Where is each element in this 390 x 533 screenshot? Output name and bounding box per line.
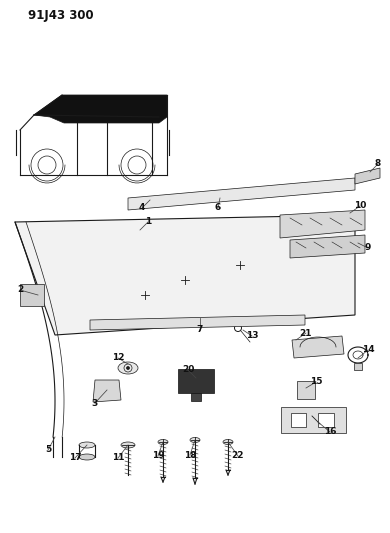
Polygon shape [354, 363, 362, 370]
Polygon shape [90, 315, 305, 330]
Polygon shape [191, 393, 201, 401]
Text: 20: 20 [182, 366, 194, 375]
Polygon shape [280, 210, 365, 238]
Polygon shape [291, 413, 306, 427]
Ellipse shape [158, 440, 168, 445]
Text: 18: 18 [184, 450, 196, 459]
Text: 1: 1 [145, 217, 151, 227]
Text: 2: 2 [17, 286, 23, 295]
Text: 14: 14 [362, 345, 374, 354]
Text: 12: 12 [112, 353, 124, 362]
Text: 3: 3 [92, 399, 98, 408]
Circle shape [126, 367, 129, 369]
Text: 22: 22 [232, 451, 244, 461]
Polygon shape [34, 95, 167, 123]
Text: 8: 8 [375, 159, 381, 168]
Polygon shape [355, 168, 380, 184]
Ellipse shape [223, 440, 233, 445]
Text: 16: 16 [324, 427, 336, 437]
Ellipse shape [121, 442, 135, 448]
Text: 11: 11 [112, 454, 124, 463]
Polygon shape [292, 336, 344, 358]
Text: 10: 10 [354, 201, 366, 211]
Polygon shape [290, 235, 365, 258]
Ellipse shape [118, 362, 138, 374]
Polygon shape [297, 381, 315, 399]
Text: 17: 17 [69, 454, 81, 463]
Text: 5: 5 [45, 446, 51, 455]
Ellipse shape [79, 442, 95, 448]
Ellipse shape [79, 454, 95, 460]
Polygon shape [318, 413, 334, 427]
Ellipse shape [190, 438, 200, 442]
Text: 13: 13 [246, 332, 258, 341]
Polygon shape [178, 369, 214, 393]
Text: 4: 4 [139, 204, 145, 213]
Text: 6: 6 [215, 204, 221, 213]
Polygon shape [93, 380, 121, 402]
Polygon shape [128, 178, 355, 210]
Polygon shape [281, 407, 346, 433]
Polygon shape [15, 215, 355, 335]
Text: 15: 15 [310, 377, 322, 386]
Text: 7: 7 [197, 326, 203, 335]
Text: 21: 21 [300, 328, 312, 337]
Text: 91J43 300: 91J43 300 [28, 10, 94, 22]
Text: 9: 9 [365, 244, 371, 253]
Polygon shape [20, 284, 44, 306]
Text: 19: 19 [152, 451, 164, 461]
